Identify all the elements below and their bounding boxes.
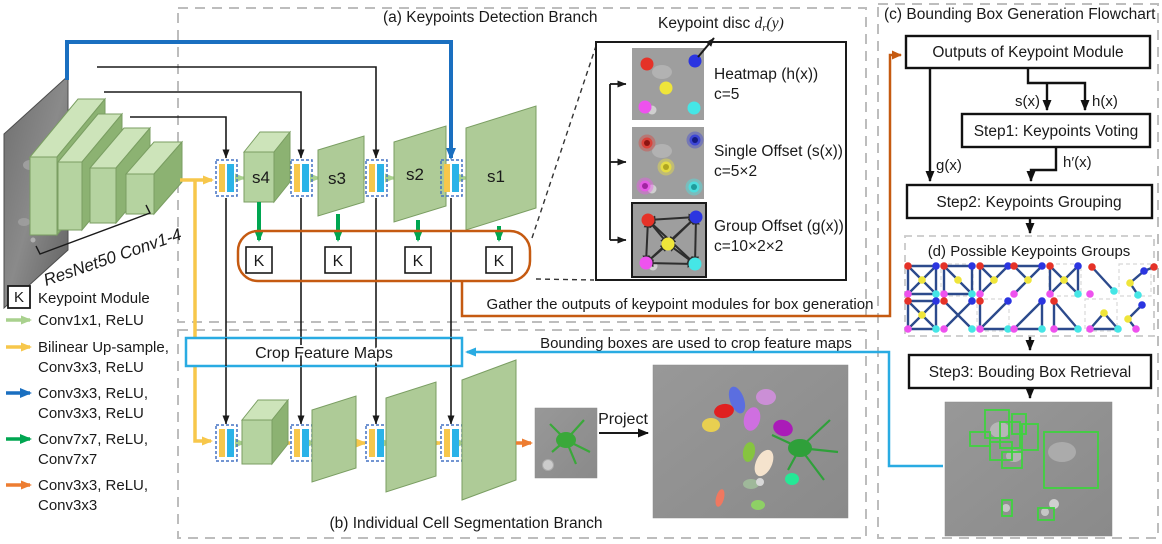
step1-box	[960, 112, 1152, 149]
project-label: Project	[598, 411, 648, 428]
resnet-backbone-blocks	[28, 97, 184, 237]
backbone-brace	[35, 204, 151, 255]
flowchart-region	[877, 3, 1159, 539]
stage-s2-label: s2	[406, 165, 424, 184]
legend-conv7x7-label-2: Conv7x7	[38, 451, 97, 468]
k-box-label: K	[333, 253, 344, 270]
callout-line	[531, 45, 597, 239]
input-skip-line	[65, 40, 456, 160]
single-cell-result-image	[534, 407, 598, 479]
keypoint-module-boxes: K K K K	[245, 246, 513, 274]
branch-b-title: (b) Individual Cell Segmentation Branch	[329, 515, 602, 532]
legend: K Keypoint Module Conv1x1, ReLU Bilinear…	[6, 285, 169, 514]
stage-blocks-top	[242, 105, 537, 231]
gather-outline	[236, 229, 532, 283]
bbox-crop-line	[465, 347, 943, 468]
flowchart-connectors	[925, 68, 1090, 399]
step2-box	[905, 183, 1154, 220]
legend-conv1x1-label: Conv1x1, ReLU	[38, 312, 144, 329]
heatmap-panel	[632, 48, 704, 120]
stage-s4-label: s4	[252, 168, 270, 187]
k-box-label: K	[494, 253, 505, 270]
legend-conv3x3blue-label-2: Conv3x3, ReLU	[38, 405, 144, 422]
skip-connections	[97, 66, 455, 425]
upsample-modules	[215, 159, 463, 462]
bounding-boxes	[969, 409, 1099, 521]
legend-k-glyph: K	[14, 289, 24, 306]
flowchart-title: (c) Bounding Box Generation Flowchart	[884, 6, 1156, 23]
signal-h: h(x)	[1092, 93, 1118, 110]
groups-title: (d) Possible Keypoints Groups	[928, 243, 1131, 260]
keypoint-disc-title: Keypoint disc dr(y)	[658, 15, 784, 34]
keypoint-dots	[638, 54, 702, 115]
callout-line	[535, 278, 595, 281]
outputs-label: Outputs of Keypoint Module	[932, 44, 1123, 61]
single-offset-channels: c=5×2	[714, 163, 757, 180]
keypoint-group-motifs	[904, 262, 1158, 333]
branch-a-region	[177, 7, 867, 323]
crop-feature-maps-box	[184, 336, 464, 368]
step3-label: Step3: Bouding Box Retrieval	[929, 364, 1131, 381]
legend-final-label-1: Conv3x3, ReLU,	[38, 477, 148, 494]
legend-k-label: Keypoint Module	[38, 290, 150, 307]
single-offset-label: Single Offset (s(x))	[714, 143, 843, 160]
step1-label: Step1: Keypoints Voting	[974, 123, 1139, 140]
heatmap-channels: c=5	[714, 86, 739, 103]
stage-blocks-bottom	[240, 359, 517, 501]
offset-dots	[636, 131, 704, 196]
conv7x7-arrows	[254, 202, 504, 242]
crop-feature-maps-label: Crop Feature Maps	[255, 345, 393, 362]
signal-h-prime: h′(x)	[1063, 154, 1092, 171]
heatmap-label: Heatmap (h(x))	[714, 66, 818, 83]
disc-pointer-arrow	[697, 37, 715, 58]
single-offset-panel	[632, 127, 704, 199]
branch-b-region	[177, 329, 867, 539]
branch-a-title: (a) Keypoints Detection Branch	[383, 9, 598, 26]
stage-s3-label: s3	[328, 169, 346, 188]
legend-conv7x7-label-1: Conv7x7, ReLU,	[38, 431, 148, 448]
legend-k-box	[7, 285, 31, 309]
module-template	[215, 159, 238, 197]
legend-final-label-2: Conv3x3	[38, 497, 97, 514]
stage-s1-label: s1	[487, 167, 505, 186]
bbox-result-image	[944, 401, 1113, 537]
legend-upsample-label-1: Bilinear Up-sample,	[38, 339, 169, 356]
step3-box	[907, 353, 1153, 390]
legend-upsample-label-2: Conv3x3, ReLU	[38, 359, 144, 376]
gather-connector	[460, 50, 902, 318]
group-offset-panel	[631, 202, 707, 278]
k-box-label: K	[413, 253, 424, 270]
group-offset-label: Group Offset (g(x))	[714, 218, 844, 235]
bbox-note: Bounding boxes are used to crop feature …	[540, 335, 852, 352]
signal-g: g(x)	[936, 157, 962, 174]
detail-bracket	[609, 80, 627, 244]
segmentation-result-image	[652, 364, 849, 519]
group-offset-dots	[639, 210, 703, 271]
k-box-label: K	[254, 253, 265, 270]
legend-conv3x3blue-label-1: Conv3x3, ReLU,	[38, 385, 148, 402]
group-offset-channels: c=10×2×2	[714, 238, 783, 255]
signal-s: s(x)	[1015, 93, 1040, 110]
groups-region	[904, 235, 1155, 337]
step2-label: Step2: Keypoints Grouping	[936, 194, 1121, 211]
motif-nodes	[904, 262, 1158, 333]
gather-note: Gather the outputs of keypoint modules f…	[487, 296, 874, 313]
